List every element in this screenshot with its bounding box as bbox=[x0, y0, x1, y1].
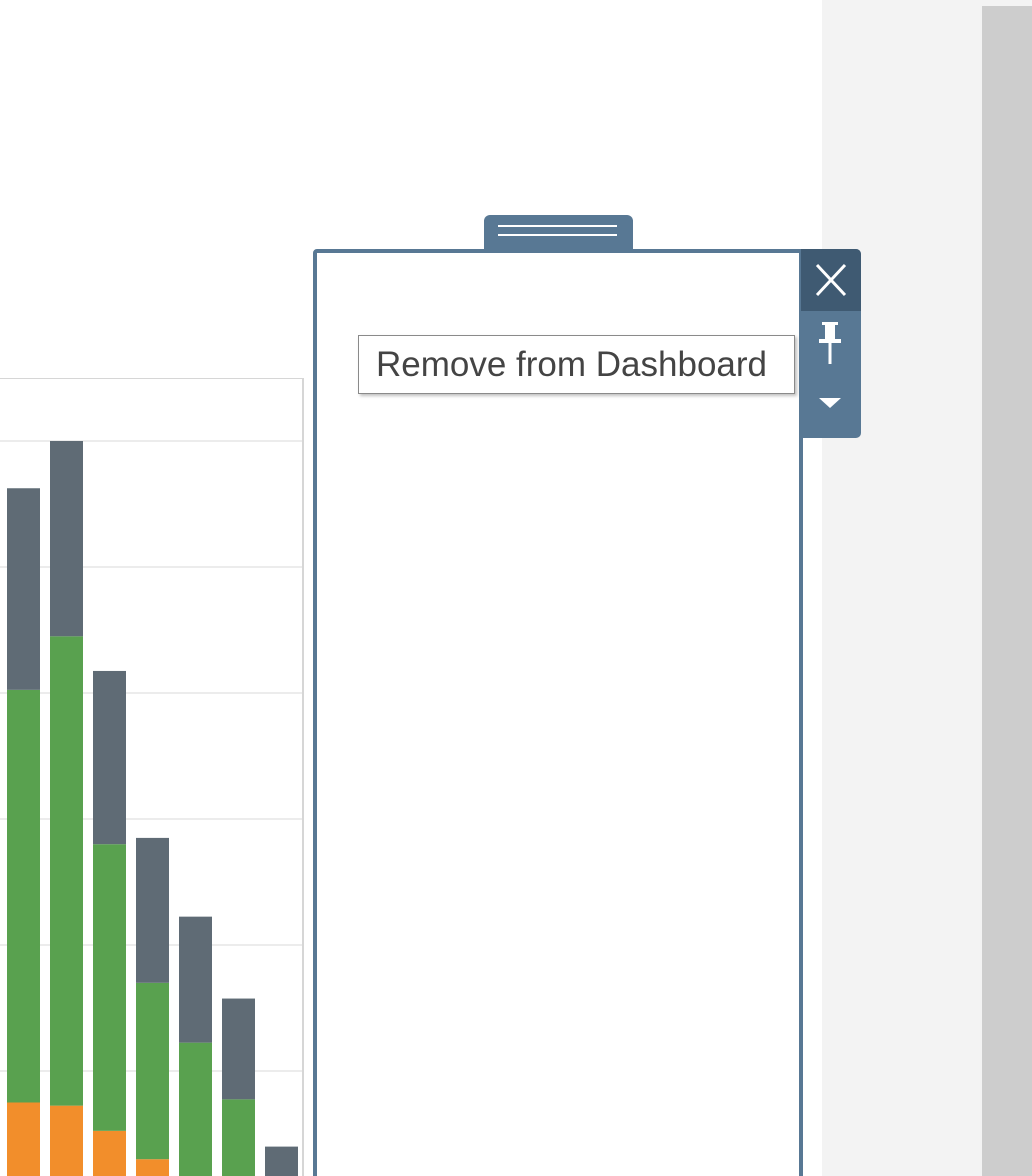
close-icon bbox=[815, 263, 847, 297]
drag-handle-line bbox=[498, 234, 617, 236]
bar-segment[interactable] bbox=[50, 1105, 83, 1176]
tooltip-text: Remove from Dashboard bbox=[376, 345, 767, 384]
bar-segment[interactable] bbox=[179, 1042, 212, 1176]
bar-segment[interactable] bbox=[7, 488, 40, 690]
bar-segment[interactable] bbox=[50, 441, 83, 637]
bar-segment[interactable] bbox=[93, 670, 126, 845]
bar-segment[interactable] bbox=[222, 1099, 255, 1176]
pin-icon bbox=[819, 322, 841, 364]
tile-toolbar bbox=[801, 249, 861, 438]
bar-segment[interactable] bbox=[93, 1130, 126, 1176]
bar-segment[interactable] bbox=[136, 837, 169, 983]
drag-handle-line bbox=[498, 225, 617, 227]
bar-segment[interactable] bbox=[222, 998, 255, 1100]
chart-tile[interactable] bbox=[0, 378, 304, 1176]
bar-segment[interactable] bbox=[136, 982, 169, 1160]
bar-segment[interactable] bbox=[265, 1146, 298, 1176]
bar-segment[interactable] bbox=[93, 844, 126, 1131]
drag-handle[interactable] bbox=[484, 215, 633, 253]
bar-segment[interactable] bbox=[136, 1159, 169, 1176]
side-panel bbox=[822, 0, 982, 1176]
pin-button[interactable] bbox=[801, 311, 861, 371]
more-options-button[interactable] bbox=[801, 371, 861, 438]
scrollbar-thumb[interactable] bbox=[982, 6, 1032, 1176]
stacked-bar-chart bbox=[0, 440, 302, 1176]
focused-tile[interactable] bbox=[313, 249, 803, 1176]
chevron-down-icon bbox=[819, 398, 841, 408]
remove-tooltip: Remove from Dashboard bbox=[358, 335, 795, 394]
bar-segment[interactable] bbox=[50, 636, 83, 1106]
remove-button[interactable] bbox=[801, 249, 861, 311]
bar-segment[interactable] bbox=[179, 916, 212, 1043]
bar-segment[interactable] bbox=[7, 1102, 40, 1176]
bar-segment[interactable] bbox=[7, 689, 40, 1103]
